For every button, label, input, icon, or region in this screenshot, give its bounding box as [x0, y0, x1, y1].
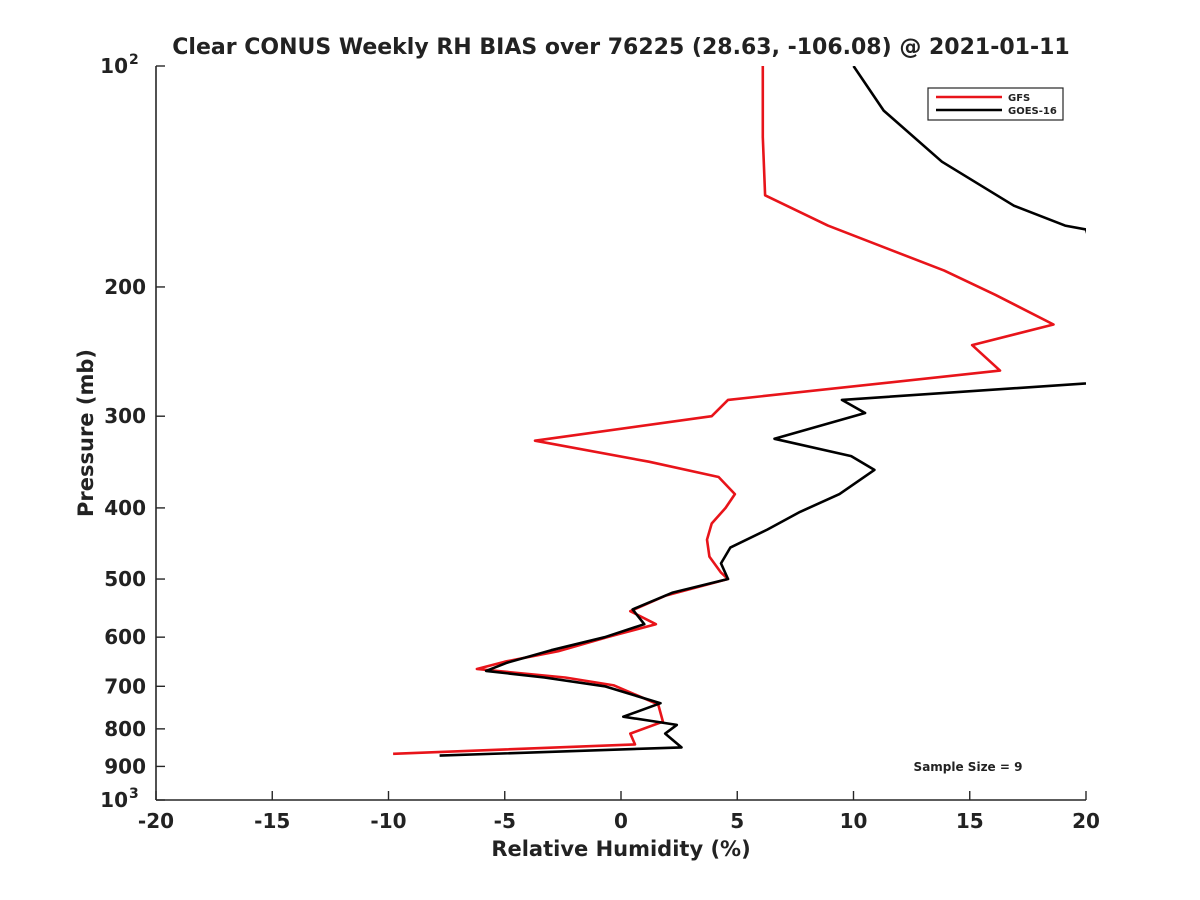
y-tick-label: 800 [104, 717, 146, 741]
x-tick-label: -10 [370, 809, 406, 833]
x-tick-label: -15 [254, 809, 290, 833]
y-tick-label: 500 [104, 567, 146, 591]
series-layer [393, 66, 1086, 757]
y-axis-label: Pressure (mb) [74, 349, 98, 517]
y-tick-label: 300 [104, 404, 146, 428]
y-tick-label: 400 [104, 496, 146, 520]
x-axis-label: Relative Humidity (%) [491, 837, 750, 861]
legend-goes-label: GOES-16 [1008, 106, 1057, 117]
x-axis: -20 -15 -10 -5 0 5 10 15 20 [138, 791, 1100, 833]
legend-box [927, 87, 1064, 121]
x-tick-label: -5 [494, 809, 516, 833]
y-tick-label: 900 [104, 754, 146, 778]
legend-gfs-label: GFS [1008, 93, 1030, 104]
series-line-gfs [393, 66, 1055, 756]
y-tick-exponent: 3 [129, 786, 139, 802]
y-tick-label: 10 [100, 54, 128, 78]
x-tick-label: -20 [138, 809, 174, 833]
x-tick-label: 15 [956, 809, 984, 833]
y-tick-label: 10 [100, 788, 128, 812]
y-tick-label: 700 [104, 674, 146, 698]
series-line-goes-16 [439, 66, 1086, 757]
chart-title: Clear CONUS Weekly RH BIAS over 76225 (2… [172, 35, 1069, 60]
y-tick-label: 600 [104, 625, 146, 649]
y-tick-exponent: 2 [129, 52, 139, 68]
x-tick-label: 20 [1072, 809, 1100, 833]
x-ticks: -20 -15 -10 -5 0 5 10 15 20 [138, 791, 1100, 833]
y-tick-label: 200 [104, 275, 146, 299]
sample-size-annotation: Sample Size = 9 [914, 760, 1023, 774]
legend: GFS GOES-16 [927, 87, 1064, 121]
x-tick-label: 5 [730, 809, 744, 833]
x-tick-label: 10 [840, 809, 868, 833]
x-tick-label: 0 [614, 809, 628, 833]
